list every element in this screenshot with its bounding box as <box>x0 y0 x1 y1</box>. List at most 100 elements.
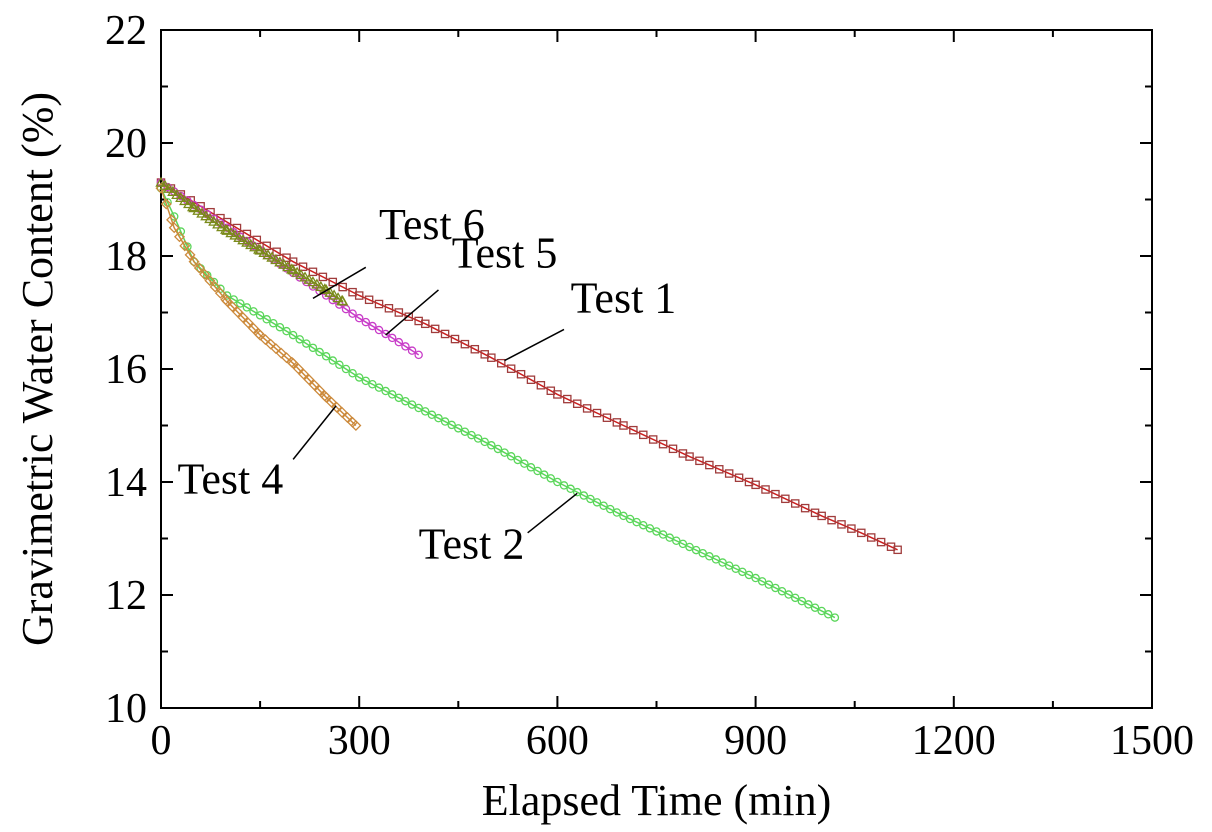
data-point <box>404 312 413 321</box>
data-point <box>572 487 582 497</box>
data-point <box>658 439 668 449</box>
data-point <box>810 603 820 612</box>
data-point <box>374 299 384 309</box>
data-point <box>199 268 211 280</box>
x-tick-label: 300 <box>328 718 391 764</box>
series-test-4 <box>155 182 362 432</box>
data-point <box>487 441 496 450</box>
data-point <box>187 201 199 212</box>
axes: 0 300 600 900 1200 1500 10 12 14 16 18 20 22 <box>105 8 1194 764</box>
data-point <box>781 494 790 504</box>
data-point <box>242 317 254 329</box>
data-point <box>249 307 258 316</box>
series-label: Test 5 <box>452 228 558 277</box>
data-point <box>857 528 866 538</box>
data-point <box>817 606 826 616</box>
data-point <box>790 499 800 508</box>
data-point <box>513 455 523 465</box>
data-point <box>847 524 856 533</box>
data-point <box>175 191 187 203</box>
data-point <box>639 430 648 440</box>
data-point <box>331 401 343 413</box>
leader-line <box>504 328 565 362</box>
data-point <box>536 380 546 390</box>
data-point <box>771 489 780 499</box>
data-point <box>724 561 734 570</box>
data-point <box>321 352 331 361</box>
data-point <box>520 459 529 468</box>
data-point <box>298 368 310 380</box>
data-point <box>470 344 480 354</box>
data-point <box>496 358 506 368</box>
data-point <box>328 277 338 287</box>
data-point <box>286 263 298 274</box>
data-point <box>338 282 347 292</box>
data-point <box>734 473 744 483</box>
y-tick-label: 16 <box>105 347 147 393</box>
series-label: Test 1 <box>571 274 677 323</box>
data-point <box>450 334 460 344</box>
data-point <box>183 197 195 209</box>
data-point <box>800 503 810 513</box>
annotation-test-4: Test 4 <box>178 405 337 503</box>
x-tick-label: 900 <box>724 718 787 764</box>
data-point <box>387 390 397 399</box>
data-point <box>447 420 456 430</box>
data-point <box>705 460 714 470</box>
data-point <box>572 399 582 408</box>
data-point <box>493 444 503 454</box>
data-point <box>685 542 694 552</box>
data-point <box>308 343 318 353</box>
data-point <box>374 383 384 392</box>
data-point <box>232 306 244 318</box>
data-point <box>328 356 338 365</box>
data-point <box>751 573 760 583</box>
data-point <box>253 243 265 254</box>
data-point <box>784 590 793 599</box>
data-point <box>516 369 526 379</box>
data-point <box>314 384 326 396</box>
data-point <box>325 396 337 408</box>
y-tick-label: 22 <box>105 8 147 54</box>
data-point <box>188 202 200 213</box>
data-point <box>866 533 876 542</box>
series-line <box>160 187 357 427</box>
x-tick-label: 600 <box>526 718 589 764</box>
data-point <box>394 337 404 347</box>
data-point <box>269 318 278 328</box>
data-point <box>619 421 628 430</box>
data-point <box>216 221 228 232</box>
data-point <box>599 501 608 510</box>
data-point <box>533 466 542 476</box>
data-point <box>160 198 172 210</box>
data-point <box>200 210 212 221</box>
data-point <box>440 417 450 426</box>
data-point <box>487 353 496 362</box>
data-point <box>645 524 655 533</box>
data-point <box>320 391 332 403</box>
data-point <box>837 520 846 529</box>
data-point <box>757 577 767 586</box>
data-point <box>893 545 902 555</box>
data-point <box>308 267 318 277</box>
data-point <box>381 386 390 396</box>
data-point <box>318 272 328 282</box>
data-point <box>629 425 638 435</box>
data-point <box>209 281 221 293</box>
series-label: Test 6 <box>379 200 485 249</box>
data-point <box>302 339 311 348</box>
plot-frame <box>160 29 1153 709</box>
data-point <box>166 214 178 226</box>
data-point <box>817 511 826 521</box>
data-point <box>592 498 602 507</box>
data-point <box>212 218 224 229</box>
data-point <box>711 555 721 564</box>
data-point <box>467 430 476 440</box>
data-point <box>563 394 572 404</box>
data-point <box>652 527 661 536</box>
data-point <box>292 363 304 375</box>
data-point <box>559 481 569 490</box>
series-label: Test 2 <box>419 519 525 568</box>
data-point <box>668 444 678 454</box>
data-point <box>168 222 180 234</box>
